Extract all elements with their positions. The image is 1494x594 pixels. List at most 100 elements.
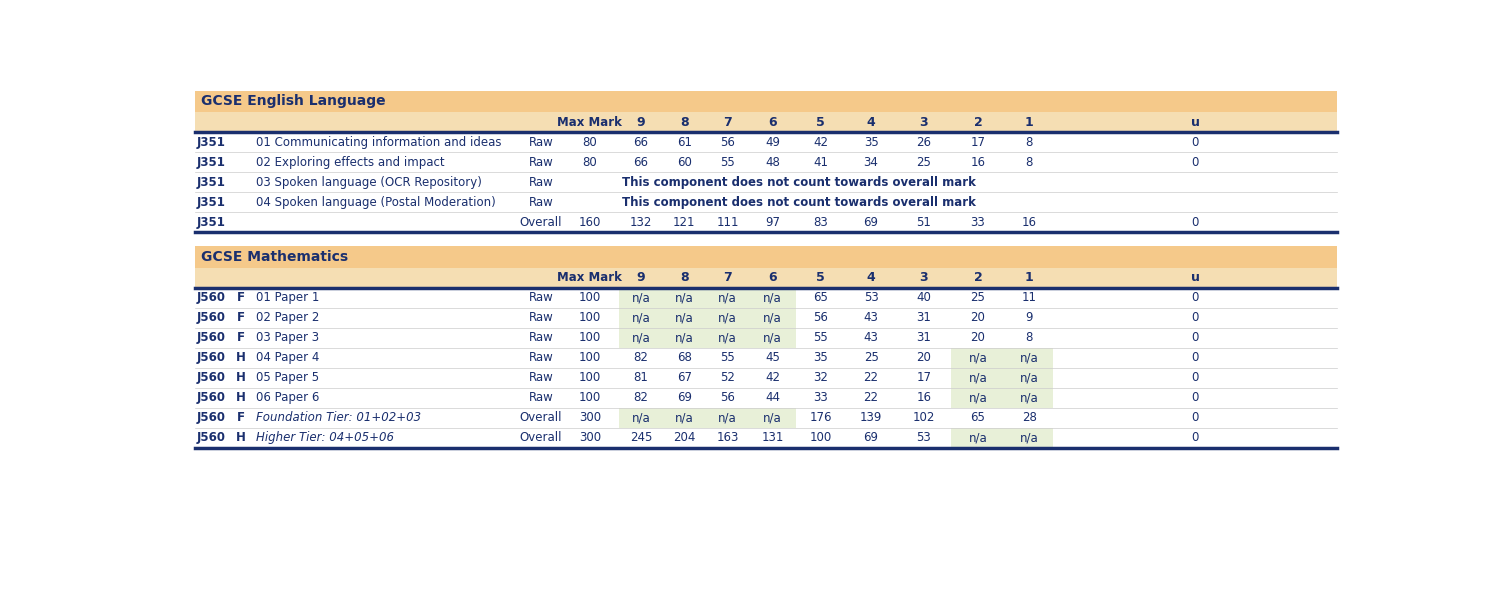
Text: 7: 7 bbox=[723, 271, 732, 284]
Text: 100: 100 bbox=[578, 291, 601, 304]
Text: 204: 204 bbox=[674, 431, 696, 444]
Text: 0: 0 bbox=[1191, 331, 1198, 344]
Text: 100: 100 bbox=[578, 331, 601, 344]
Text: 69: 69 bbox=[864, 216, 878, 229]
Text: GCSE English Language: GCSE English Language bbox=[200, 94, 385, 108]
Text: J351: J351 bbox=[197, 176, 226, 189]
Text: n/a: n/a bbox=[968, 351, 988, 364]
Text: F: F bbox=[238, 291, 245, 304]
Text: n/a: n/a bbox=[1020, 351, 1038, 364]
Text: n/a: n/a bbox=[1020, 391, 1038, 405]
Text: 0: 0 bbox=[1191, 156, 1198, 169]
Text: Raw: Raw bbox=[529, 135, 553, 148]
Text: 25: 25 bbox=[864, 351, 878, 364]
Bar bbox=[194, 172, 1337, 192]
Bar bbox=[750, 407, 796, 428]
Text: 52: 52 bbox=[720, 371, 735, 384]
Text: 69: 69 bbox=[677, 391, 692, 405]
Bar bbox=[663, 308, 707, 328]
Text: 01 Communicating information and ideas: 01 Communicating information and ideas bbox=[255, 135, 500, 148]
Text: 48: 48 bbox=[765, 156, 780, 169]
Bar bbox=[663, 287, 707, 308]
Text: 43: 43 bbox=[864, 331, 878, 344]
Bar bbox=[750, 308, 796, 328]
Text: Raw: Raw bbox=[529, 195, 553, 208]
Text: J560: J560 bbox=[197, 371, 226, 384]
Text: Overall: Overall bbox=[520, 216, 562, 229]
Text: 04 Spoken language (Postal Moderation): 04 Spoken language (Postal Moderation) bbox=[255, 195, 496, 208]
Text: 53: 53 bbox=[864, 291, 878, 304]
Bar bbox=[194, 287, 1337, 308]
Bar bbox=[950, 388, 1005, 407]
Text: J560: J560 bbox=[197, 331, 226, 344]
Text: 56: 56 bbox=[720, 135, 735, 148]
Bar bbox=[619, 407, 663, 428]
Text: This component does not count towards overall mark: This component does not count towards ov… bbox=[623, 195, 976, 208]
Text: 26: 26 bbox=[916, 135, 931, 148]
Text: J351: J351 bbox=[197, 135, 226, 148]
Text: 16: 16 bbox=[971, 156, 986, 169]
Text: 65: 65 bbox=[813, 291, 828, 304]
Text: 2: 2 bbox=[974, 116, 983, 128]
Text: n/a: n/a bbox=[763, 411, 781, 424]
Text: J560: J560 bbox=[197, 291, 226, 304]
Text: J351: J351 bbox=[197, 216, 226, 229]
Text: 11: 11 bbox=[1022, 291, 1037, 304]
Text: Raw: Raw bbox=[529, 176, 553, 189]
Text: 132: 132 bbox=[629, 216, 651, 229]
Text: F: F bbox=[238, 311, 245, 324]
Text: n/a: n/a bbox=[632, 311, 650, 324]
Text: 02 Paper 2: 02 Paper 2 bbox=[255, 311, 320, 324]
Text: 43: 43 bbox=[864, 311, 878, 324]
Text: H: H bbox=[236, 431, 247, 444]
Text: 0: 0 bbox=[1191, 291, 1198, 304]
Text: Raw: Raw bbox=[529, 391, 553, 405]
Text: 61: 61 bbox=[677, 135, 692, 148]
Text: 53: 53 bbox=[916, 431, 931, 444]
Text: 0: 0 bbox=[1191, 311, 1198, 324]
Text: J560: J560 bbox=[197, 351, 226, 364]
Text: 05 Paper 5: 05 Paper 5 bbox=[255, 371, 318, 384]
Text: n/a: n/a bbox=[632, 331, 650, 344]
Text: n/a: n/a bbox=[1020, 371, 1038, 384]
Text: 60: 60 bbox=[677, 156, 692, 169]
Text: 40: 40 bbox=[916, 291, 931, 304]
Text: Overall: Overall bbox=[520, 411, 562, 424]
Text: H: H bbox=[236, 391, 247, 405]
Text: 51: 51 bbox=[916, 216, 931, 229]
Text: n/a: n/a bbox=[968, 431, 988, 444]
Text: 100: 100 bbox=[578, 391, 601, 405]
Text: J560: J560 bbox=[197, 311, 226, 324]
Text: 1: 1 bbox=[1025, 116, 1034, 128]
Text: 03 Spoken language (OCR Repository): 03 Spoken language (OCR Repository) bbox=[255, 176, 481, 189]
Text: n/a: n/a bbox=[968, 371, 988, 384]
Text: n/a: n/a bbox=[719, 311, 737, 324]
Bar bbox=[194, 388, 1337, 407]
Text: 176: 176 bbox=[810, 411, 832, 424]
Text: 0: 0 bbox=[1191, 391, 1198, 405]
Text: 66: 66 bbox=[633, 135, 648, 148]
Text: n/a: n/a bbox=[763, 311, 781, 324]
Text: 100: 100 bbox=[578, 371, 601, 384]
Bar bbox=[194, 368, 1337, 388]
Text: Higher Tier: 04+05+06: Higher Tier: 04+05+06 bbox=[255, 431, 394, 444]
Text: 67: 67 bbox=[677, 371, 692, 384]
Bar bbox=[619, 328, 663, 347]
Text: 20: 20 bbox=[971, 331, 986, 344]
Text: 01 Paper 1: 01 Paper 1 bbox=[255, 291, 320, 304]
Text: 9: 9 bbox=[636, 271, 645, 284]
Text: 44: 44 bbox=[765, 391, 780, 405]
Text: F: F bbox=[238, 331, 245, 344]
Text: H: H bbox=[236, 371, 247, 384]
Text: 20: 20 bbox=[916, 351, 931, 364]
Text: GCSE Mathematics: GCSE Mathematics bbox=[200, 250, 348, 264]
Bar bbox=[1005, 368, 1053, 388]
Text: n/a: n/a bbox=[675, 311, 693, 324]
Text: 83: 83 bbox=[813, 216, 828, 229]
Bar bbox=[194, 328, 1337, 347]
Bar bbox=[194, 132, 1337, 152]
Text: 22: 22 bbox=[864, 371, 878, 384]
Text: 31: 31 bbox=[916, 331, 931, 344]
Text: 245: 245 bbox=[629, 431, 651, 444]
Text: 121: 121 bbox=[674, 216, 696, 229]
